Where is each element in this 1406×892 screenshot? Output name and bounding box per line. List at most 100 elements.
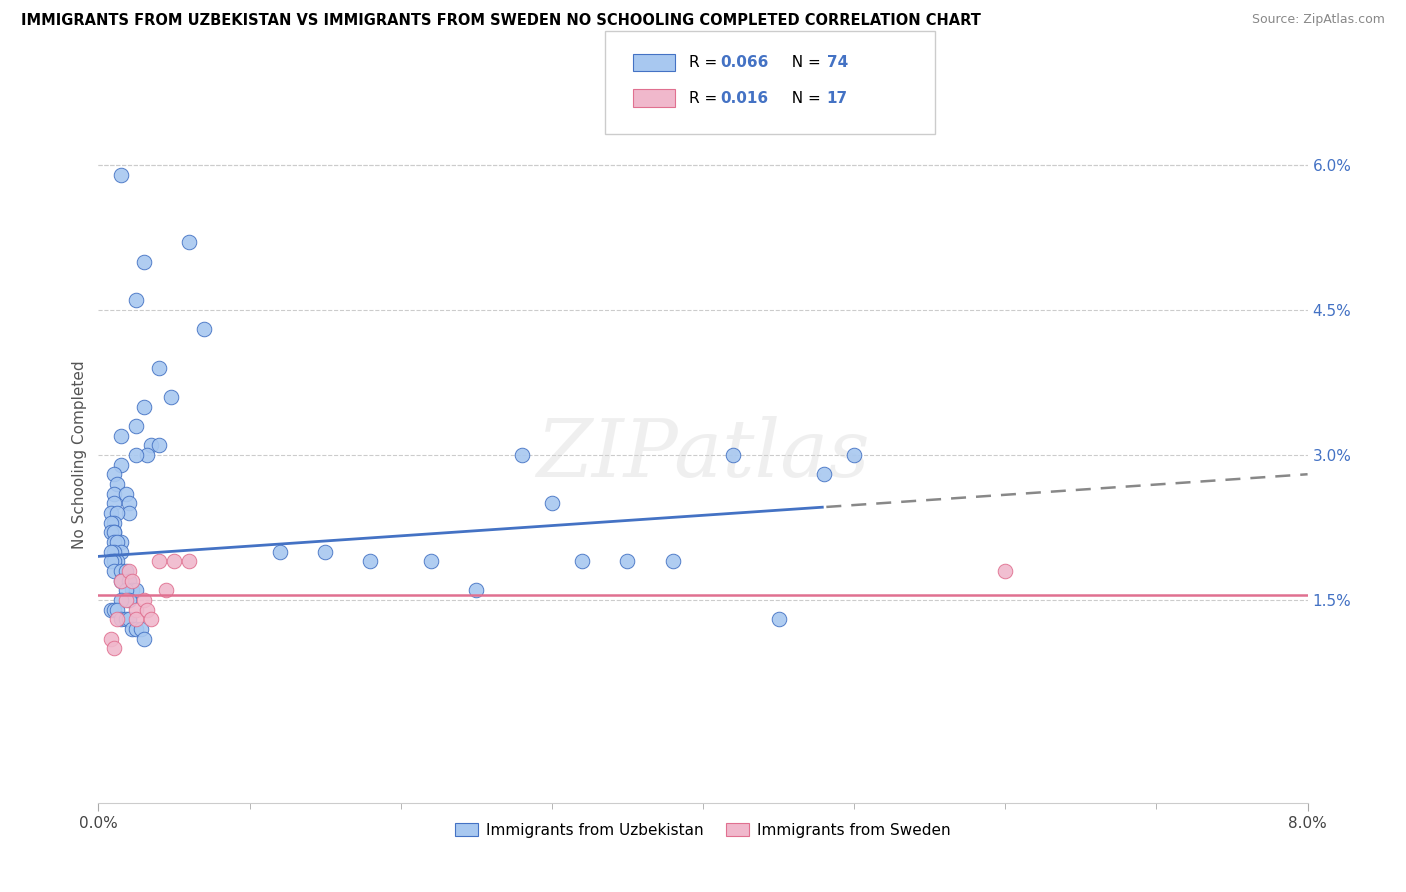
Point — [103, 602, 125, 616]
Point — [141, 438, 163, 452]
Point — [125, 418, 148, 433]
Point — [121, 574, 143, 588]
Text: 0.016: 0.016 — [720, 91, 768, 105]
Point — [118, 574, 141, 588]
Point — [103, 496, 125, 510]
Text: Source: ZipAtlas.com: Source: ZipAtlas.com — [1251, 13, 1385, 27]
Text: IMMIGRANTS FROM UZBEKISTAN VS IMMIGRANTS FROM SWEDEN NO SCHOOLING COMPLETED CORR: IMMIGRANTS FROM UZBEKISTAN VS IMMIGRANTS… — [21, 13, 981, 29]
Point — [100, 516, 122, 530]
Point — [160, 390, 183, 404]
Text: 17: 17 — [827, 91, 848, 105]
Point — [103, 554, 125, 568]
Point — [141, 612, 163, 626]
Point — [148, 554, 170, 568]
Point — [103, 544, 125, 558]
Point — [155, 583, 177, 598]
Point — [103, 564, 125, 578]
Point — [179, 235, 201, 250]
Point — [616, 554, 638, 568]
Point — [132, 254, 155, 268]
Point — [110, 612, 132, 626]
Point — [103, 641, 125, 656]
Text: ZIPatlas: ZIPatlas — [536, 417, 870, 493]
Point — [110, 574, 132, 588]
Point — [114, 583, 136, 598]
Point — [661, 554, 683, 568]
Point — [103, 467, 125, 482]
Point — [135, 448, 157, 462]
Point — [105, 476, 128, 491]
Point — [135, 602, 157, 616]
Point — [125, 612, 148, 626]
Point — [132, 592, 155, 607]
Text: N =: N = — [782, 55, 825, 70]
Point — [105, 506, 128, 520]
Point — [121, 583, 143, 598]
Text: R =: R = — [689, 91, 723, 105]
Text: 74: 74 — [827, 55, 848, 70]
Point — [114, 592, 136, 607]
Point — [269, 544, 291, 558]
Point — [110, 458, 132, 472]
Point — [110, 564, 132, 578]
Point — [100, 632, 122, 646]
Point — [105, 612, 128, 626]
Point — [103, 486, 125, 500]
Point — [121, 622, 143, 636]
Point — [114, 486, 136, 500]
Point — [179, 554, 201, 568]
Point — [105, 554, 128, 568]
Point — [813, 467, 835, 482]
Y-axis label: No Schooling Completed: No Schooling Completed — [72, 360, 87, 549]
Point — [125, 293, 148, 308]
Point — [118, 612, 141, 626]
Point — [103, 516, 125, 530]
Point — [118, 574, 141, 588]
Point — [103, 525, 125, 540]
Point — [994, 564, 1017, 578]
Point — [110, 168, 132, 182]
Point — [129, 622, 152, 636]
Text: N =: N = — [782, 91, 825, 105]
Point — [132, 400, 155, 414]
Point — [110, 428, 132, 442]
Point — [148, 438, 170, 452]
Point — [723, 448, 745, 462]
Point — [163, 554, 186, 568]
Point — [125, 602, 148, 616]
Point — [844, 448, 866, 462]
Point — [100, 544, 122, 558]
Point — [420, 554, 443, 568]
Point — [110, 544, 132, 558]
Point — [125, 622, 148, 636]
Point — [110, 592, 132, 607]
Point — [148, 361, 170, 376]
Point — [118, 592, 141, 607]
Point — [103, 534, 125, 549]
Point — [118, 496, 141, 510]
Point — [314, 544, 336, 558]
Point — [360, 554, 382, 568]
Point — [465, 583, 488, 598]
Point — [110, 534, 132, 549]
Point — [103, 525, 125, 540]
Point — [125, 583, 148, 598]
Point — [103, 554, 125, 568]
Text: 0.066: 0.066 — [720, 55, 768, 70]
Point — [114, 564, 136, 578]
Point — [100, 525, 122, 540]
Point — [105, 534, 128, 549]
Point — [110, 574, 132, 588]
Point — [540, 496, 562, 510]
Point — [100, 554, 122, 568]
Point — [571, 554, 593, 568]
Point — [125, 448, 148, 462]
Point — [118, 564, 141, 578]
Point — [100, 506, 122, 520]
Point — [768, 612, 790, 626]
Point — [114, 612, 136, 626]
Point — [100, 602, 122, 616]
Point — [510, 448, 533, 462]
Text: R =: R = — [689, 55, 723, 70]
Point — [118, 506, 141, 520]
